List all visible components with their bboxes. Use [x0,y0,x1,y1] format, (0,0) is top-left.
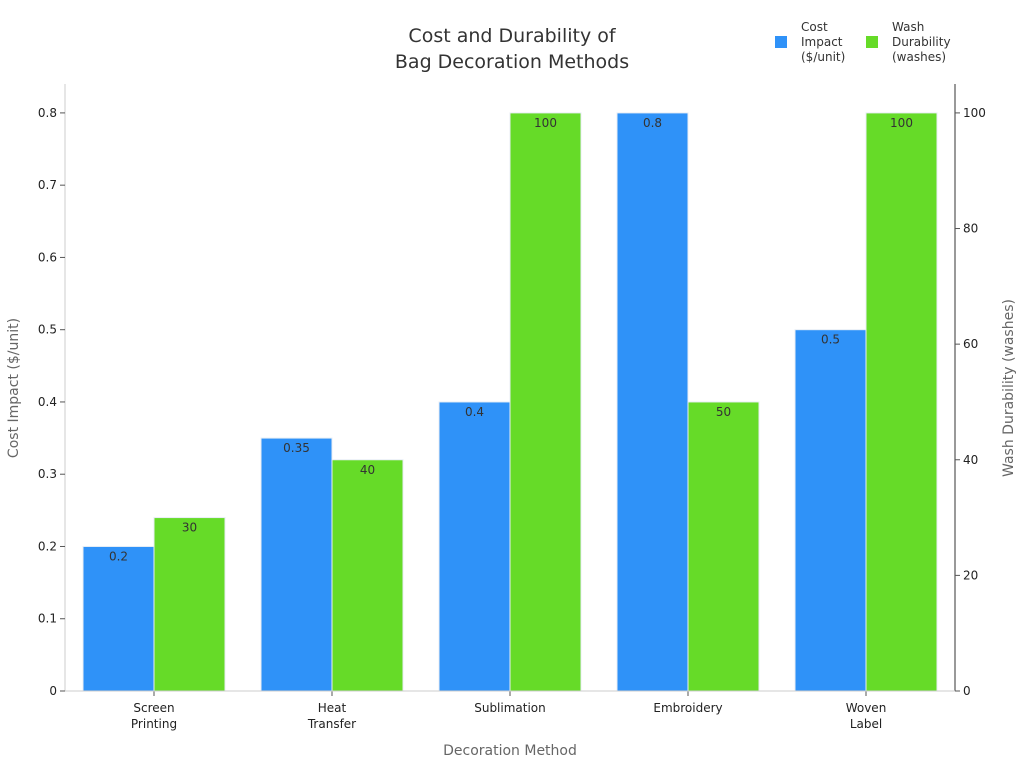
y-left-tick-label: 0.6 [38,250,57,264]
data-label: 50 [716,405,731,419]
y-right-tick-label: 40 [963,453,978,467]
y-right-axis-label: Wash Durability (washes) [1001,299,1017,477]
bar-cost [82,545,155,692]
data-label: 30 [182,521,197,535]
legend-label: Wash Durability (washes) [892,20,951,64]
y-left-axis-label: Cost Impact ($/unit) [6,318,22,458]
y-right-tick-label: 0 [963,684,971,698]
data-label: 0.8 [643,116,662,130]
bar-durability [331,459,404,692]
bar-cost [794,329,867,692]
bar-cost [438,401,511,692]
legend-swatch [866,36,878,48]
y-right-tick-label: 100 [963,106,986,120]
x-tick-label: Screen Printing [131,701,177,731]
bar-cost [616,112,689,692]
x-tick-label: Woven Label [846,701,887,731]
bar-durability [153,517,226,692]
y-left-tick-label: 0.2 [38,539,57,553]
data-label: 40 [360,463,375,477]
y-left-tick-label: 0.3 [38,467,57,481]
y-right-tick-label: 20 [963,568,978,582]
data-label: 100 [890,116,913,130]
bar-durability [509,112,582,692]
y-left-tick-label: 0.5 [38,323,57,337]
data-label: 0.35 [283,441,310,455]
y-left-tick-label: 0.1 [38,612,57,626]
bar-cost [260,437,333,692]
y-right-tick-label: 60 [963,337,978,351]
legend-swatch [775,36,787,48]
y-right-tick-label: 80 [963,222,978,236]
bar-durability [687,401,760,692]
data-label: 0.5 [821,333,840,347]
x-tick-label: Embroidery [653,701,722,715]
data-label: 0.4 [465,405,484,419]
data-label: 100 [534,116,557,130]
y-left-tick-label: 0 [49,684,57,698]
data-label: 0.2 [109,549,128,563]
x-tick-label: Heat Transfer [307,701,356,731]
bar-durability [865,112,938,692]
x-axis-label: Decoration Method [443,743,577,759]
y-left-tick-label: 0.4 [38,395,57,409]
x-tick-label: Sublimation [474,701,546,715]
legend-label: Cost Impact ($/unit) [801,20,845,64]
y-left-tick-label: 0.8 [38,106,57,120]
y-left-tick-label: 0.7 [38,178,57,192]
chart-title: Cost and Durability of Bag Decoration Met… [395,25,629,73]
